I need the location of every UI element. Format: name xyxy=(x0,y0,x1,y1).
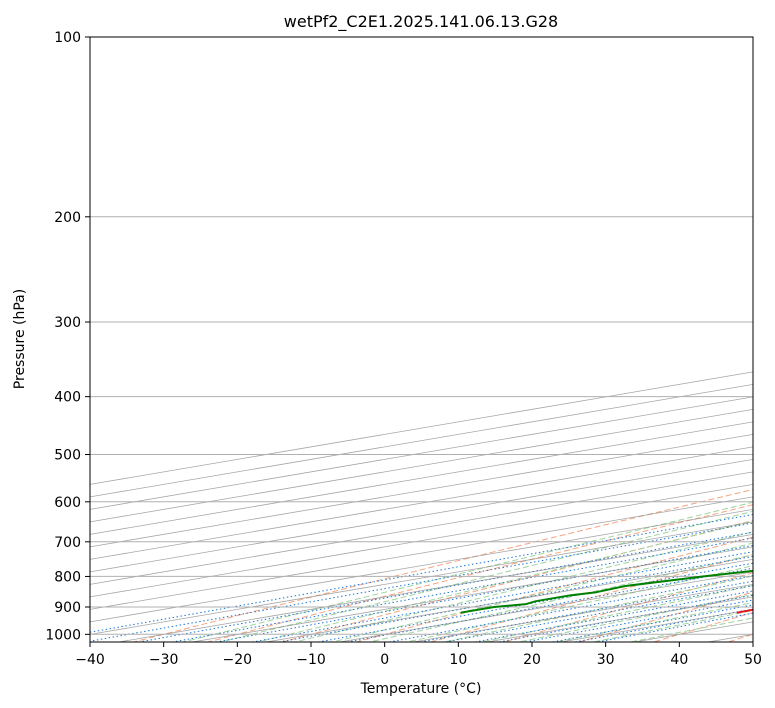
dry-adiabat xyxy=(429,553,753,642)
y-tick-label: 500 xyxy=(54,448,81,464)
plot-frame xyxy=(89,36,754,643)
isotherm xyxy=(90,483,753,598)
x-tick-label: −10 xyxy=(296,652,326,668)
isotherm xyxy=(116,533,753,642)
isotherm xyxy=(90,471,753,585)
y-tick-label: 200 xyxy=(54,210,81,226)
x-tick-label: −30 xyxy=(149,652,179,668)
isotherm xyxy=(90,521,753,635)
x-tick-label: 0 xyxy=(380,652,389,668)
x-axis: −40 −30 −20 −10 0 10 20 30 40 50 xyxy=(75,642,762,668)
isotherm xyxy=(90,496,753,610)
mixing-ratio-line xyxy=(315,562,753,642)
dry-adiabat xyxy=(503,572,753,642)
dry-adiabat xyxy=(280,520,753,642)
isotherms xyxy=(90,371,753,642)
y-tick-label: 800 xyxy=(54,569,81,585)
isotherm xyxy=(90,508,753,623)
y-tick-label: 300 xyxy=(54,315,81,331)
x-axis-label: Temperature (°C) xyxy=(360,681,482,697)
moist-adiabat xyxy=(367,554,753,642)
mixing-ratio-line xyxy=(249,551,753,642)
moist-adiabat xyxy=(516,593,753,642)
x-tick-label: −20 xyxy=(223,652,253,668)
plot-area xyxy=(90,37,753,642)
y-tick-label: 1000 xyxy=(45,627,81,643)
moist-adiabat xyxy=(553,602,753,642)
y-tick-label: 100 xyxy=(54,30,81,46)
x-tick-label: 50 xyxy=(744,652,762,668)
y-tick-label: 700 xyxy=(54,535,81,551)
mixing-ratio-line xyxy=(276,555,753,642)
moist-adiabat xyxy=(479,585,753,642)
y-tick-label: 600 xyxy=(54,495,81,511)
isotherm xyxy=(189,546,753,642)
isotherm xyxy=(90,446,753,560)
dry-adiabat xyxy=(131,488,753,642)
chart-title: wetPf2_C2E1.2025.141.06.13.G28 xyxy=(284,12,558,32)
y-tick-label: 400 xyxy=(54,390,81,406)
y-axis: 100 200 300 400 500 600 700 800 900 1000 xyxy=(45,30,90,643)
x-tick-label: 20 xyxy=(523,652,541,668)
pressure-gridlines xyxy=(90,37,753,635)
y-axis-label: Pressure (hPa) xyxy=(12,289,28,389)
moist-adiabat xyxy=(329,542,753,642)
mixing-ratio-line xyxy=(386,575,753,642)
mixing-ratio-line xyxy=(90,522,753,642)
moist-adiabat xyxy=(292,531,753,642)
x-tick-label: −40 xyxy=(75,652,105,668)
x-tick-label: 40 xyxy=(670,652,688,668)
x-tick-label: 10 xyxy=(449,652,467,668)
isotherm xyxy=(90,458,753,573)
x-tick-label: 30 xyxy=(597,652,615,668)
y-tick-label: 900 xyxy=(54,600,81,616)
moist-adiabat xyxy=(404,565,753,642)
